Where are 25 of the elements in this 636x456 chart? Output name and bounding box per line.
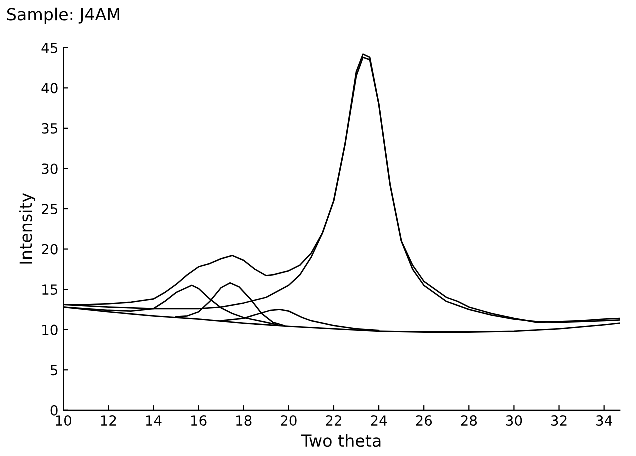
x-axis-title: Two theta xyxy=(301,434,381,448)
x-tick-label: 26 xyxy=(416,416,432,426)
y-tick-label: 15 xyxy=(42,284,58,296)
x-tick-label: 14 xyxy=(146,416,162,426)
x-tick-label: 24 xyxy=(371,416,388,426)
y-tick-label: 45 xyxy=(42,43,58,54)
y-tick-label: 5 xyxy=(50,365,58,376)
x-tick-label: 34 xyxy=(596,416,612,426)
y-tick-label: 25 xyxy=(42,204,58,214)
x-tick-label: 30 xyxy=(506,416,522,426)
y-tick-label: 30 xyxy=(42,164,58,174)
y-tick-label: 10 xyxy=(42,324,58,336)
y-tick-label: 20 xyxy=(42,244,58,255)
y-tick-label: 40 xyxy=(42,83,58,94)
y-axis-title: Intensity xyxy=(19,193,36,264)
x-tick-label: 22 xyxy=(326,416,342,426)
x-tick-label: 20 xyxy=(281,416,297,426)
chart-title: Sample: J4AM xyxy=(7,8,120,24)
x-tick-label: 16 xyxy=(191,416,207,426)
y-tick-label: 0 xyxy=(50,405,58,416)
y-tick-label: 35 xyxy=(42,123,58,134)
x-tick-label: 28 xyxy=(461,416,478,426)
x-tick-label: 18 xyxy=(236,416,252,426)
x-tick-label: 32 xyxy=(551,416,567,426)
x-tick-label: 12 xyxy=(101,416,116,426)
